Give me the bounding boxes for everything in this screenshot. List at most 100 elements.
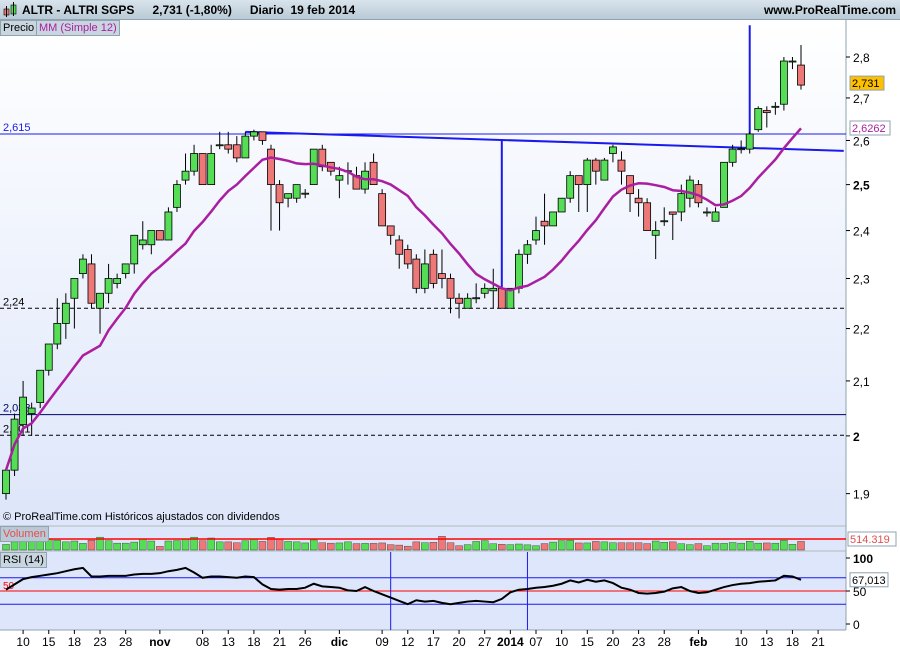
candle[interactable] <box>720 161 728 208</box>
candle[interactable] <box>369 161 378 186</box>
rsi-value-label: 67,013 <box>852 575 886 587</box>
candle[interactable] <box>207 153 216 186</box>
candle[interactable] <box>497 287 506 309</box>
trendline[interactable] <box>245 130 844 152</box>
candle[interactable] <box>232 144 241 159</box>
candle[interactable] <box>164 211 173 241</box>
candle[interactable] <box>378 193 387 227</box>
candle[interactable] <box>617 159 626 172</box>
candle[interactable] <box>754 108 763 131</box>
candle[interactable] <box>728 148 737 163</box>
candle[interactable] <box>506 287 515 309</box>
candle[interactable] <box>215 144 224 147</box>
candle[interactable] <box>412 258 421 289</box>
candle[interactable] <box>250 131 258 137</box>
candle[interactable] <box>258 131 267 141</box>
candle[interactable] <box>420 263 429 289</box>
ma-legend-tag[interactable]: MM (Simple 12) <box>36 20 120 36</box>
site-link[interactable]: www.ProRealTime.com <box>763 3 896 17</box>
volume-bar <box>575 542 583 551</box>
candle[interactable] <box>711 211 720 222</box>
candle[interactable] <box>438 273 446 279</box>
candle[interactable] <box>788 60 797 63</box>
candle[interactable] <box>395 239 404 255</box>
candle[interactable] <box>301 192 310 195</box>
candle[interactable] <box>113 278 122 284</box>
candle[interactable] <box>609 146 617 154</box>
candle[interactable] <box>19 396 27 426</box>
candle[interactable] <box>600 159 609 181</box>
candle[interactable] <box>53 323 62 345</box>
candle[interactable] <box>275 184 284 204</box>
candle[interactable] <box>549 211 557 227</box>
candle[interactable] <box>463 297 472 309</box>
candle[interactable] <box>190 153 198 172</box>
candle[interactable] <box>634 197 643 204</box>
volume-bar <box>130 541 138 551</box>
candle[interactable] <box>566 175 575 199</box>
candle[interactable] <box>583 159 592 186</box>
candle[interactable] <box>643 202 652 231</box>
candle[interactable] <box>429 253 438 284</box>
candle[interactable] <box>284 193 292 199</box>
candle[interactable] <box>198 153 207 186</box>
candle[interactable] <box>44 343 53 371</box>
candle[interactable] <box>403 249 412 265</box>
candle[interactable] <box>455 297 463 304</box>
candle[interactable] <box>2 469 10 495</box>
candle[interactable] <box>138 239 147 246</box>
candle[interactable] <box>515 253 523 289</box>
candle[interactable] <box>104 278 113 294</box>
candle[interactable] <box>489 287 498 292</box>
candle[interactable] <box>96 292 104 309</box>
candle[interactable] <box>745 133 754 150</box>
candle[interactable] <box>797 64 805 86</box>
candle[interactable] <box>780 60 788 105</box>
period-date: Diario 19 feb 2014 <box>249 2 356 17</box>
candle[interactable] <box>147 230 156 246</box>
candle[interactable] <box>480 287 489 294</box>
candle[interactable] <box>660 220 669 223</box>
candle[interactable] <box>703 211 711 214</box>
candle[interactable] <box>173 184 181 208</box>
ma-value-label: 2,6262 <box>852 123 886 135</box>
candle[interactable] <box>36 369 45 403</box>
candle[interactable] <box>557 197 566 213</box>
candle[interactable] <box>651 230 660 236</box>
candle[interactable] <box>771 105 780 108</box>
candle[interactable] <box>591 159 600 172</box>
price-legend-tag[interactable]: Precio <box>0 20 38 36</box>
candle[interactable] <box>224 144 233 150</box>
candle[interactable] <box>155 230 164 241</box>
candle[interactable] <box>386 225 395 236</box>
candle[interactable] <box>335 175 344 181</box>
date-tick-label: 23 <box>632 635 646 649</box>
rsi-legend-tag[interactable]: RSI (14) <box>0 552 47 568</box>
candle[interactable] <box>181 170 190 181</box>
candle[interactable] <box>446 278 455 299</box>
candle[interactable] <box>121 263 130 275</box>
candle[interactable] <box>540 220 549 227</box>
candle[interactable] <box>27 407 36 414</box>
candle[interactable] <box>532 230 540 241</box>
candle[interactable] <box>292 184 301 199</box>
candle[interactable] <box>685 179 694 199</box>
candle[interactable] <box>762 110 771 114</box>
candle[interactable] <box>737 148 746 151</box>
candle[interactable] <box>309 148 318 186</box>
price-tick-label: 2,4 <box>853 225 870 239</box>
candle[interactable] <box>130 234 139 265</box>
candle[interactable] <box>668 211 677 215</box>
candle[interactable] <box>87 263 96 304</box>
candle[interactable] <box>241 135 250 159</box>
candle[interactable] <box>523 244 532 255</box>
candle[interactable] <box>677 193 686 213</box>
candle[interactable] <box>267 148 275 186</box>
candle[interactable] <box>79 258 87 275</box>
volume-legend-tag[interactable]: Volumen <box>0 526 49 542</box>
candle[interactable] <box>70 278 79 299</box>
candle[interactable] <box>61 302 70 324</box>
candle[interactable] <box>472 297 481 300</box>
candle[interactable] <box>574 175 583 186</box>
